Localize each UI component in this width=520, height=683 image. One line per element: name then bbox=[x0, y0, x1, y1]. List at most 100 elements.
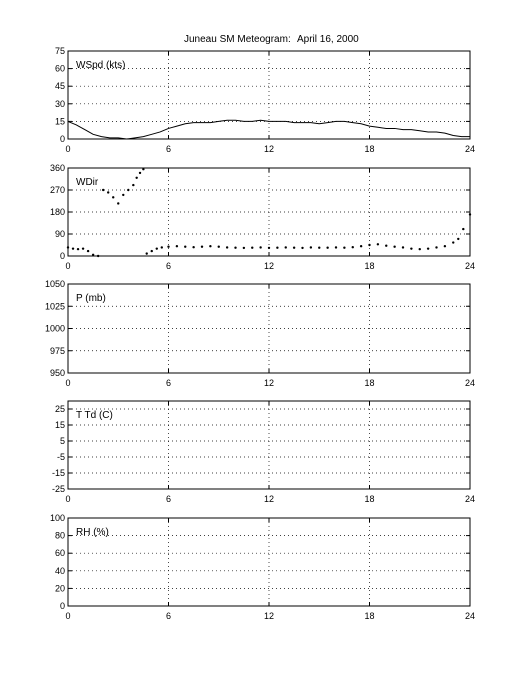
data-point bbox=[393, 245, 396, 248]
x-tick-label: 24 bbox=[465, 378, 475, 388]
data-point bbox=[160, 246, 163, 249]
y-tick-label: -25 bbox=[52, 484, 65, 494]
data-point bbox=[426, 247, 430, 250]
chart-panel-1: 0 6 12 18 24 0 90 180 270 360 WDir bbox=[50, 163, 475, 271]
x-tick-label: 6 bbox=[166, 261, 171, 271]
x-tick-label: 6 bbox=[166, 378, 171, 388]
figure-title: Juneau SM Meteogram: bbox=[184, 34, 291, 45]
data-point bbox=[418, 247, 421, 251]
x-tick-label: 18 bbox=[364, 378, 374, 388]
data-point bbox=[351, 246, 354, 249]
data-point bbox=[462, 227, 465, 231]
data-point bbox=[145, 252, 148, 255]
y-tick-label: 0 bbox=[60, 251, 65, 261]
data-point bbox=[301, 246, 304, 250]
data-point bbox=[410, 247, 413, 250]
y-tick-label: 950 bbox=[50, 368, 65, 378]
data-point bbox=[334, 246, 338, 249]
x-tick-label: 0 bbox=[65, 378, 70, 388]
data-point bbox=[122, 193, 125, 197]
y-tick-label: 60 bbox=[55, 548, 65, 558]
y-tick-label: 0 bbox=[60, 601, 65, 611]
data-point bbox=[401, 246, 405, 249]
data-point bbox=[292, 246, 296, 249]
y-tick-label: 1025 bbox=[45, 301, 65, 311]
data-point bbox=[443, 245, 447, 248]
data-point bbox=[91, 253, 95, 256]
y-tick-label: 40 bbox=[55, 566, 65, 576]
data-point bbox=[86, 249, 90, 253]
x-tick-label: 12 bbox=[264, 494, 274, 504]
y-tick-label: 60 bbox=[55, 64, 65, 74]
data-point bbox=[167, 245, 170, 248]
data-point bbox=[435, 246, 438, 249]
x-tick-label: 24 bbox=[465, 144, 475, 154]
data-point bbox=[142, 168, 145, 171]
y-tick-label: 45 bbox=[55, 81, 65, 91]
data-point bbox=[200, 245, 204, 248]
data-point bbox=[209, 245, 212, 248]
x-tick-label: 0 bbox=[65, 144, 70, 154]
data-point bbox=[376, 243, 380, 246]
x-tick-label: 12 bbox=[264, 378, 274, 388]
data-point bbox=[452, 241, 455, 244]
data-point bbox=[217, 245, 220, 248]
x-tick-label: 18 bbox=[364, 261, 374, 271]
data-point bbox=[175, 245, 179, 248]
figure-date: April 16, 2000 bbox=[297, 34, 359, 45]
y-tick-label: 270 bbox=[50, 185, 65, 195]
data-point bbox=[138, 171, 142, 175]
y-tick-label: -5 bbox=[57, 452, 65, 462]
chart-panel-0: 0 6 12 18 24 0 15 30 45 60 75 WSpd (kts) bbox=[55, 46, 475, 154]
y-tick-label: 5 bbox=[60, 436, 65, 446]
panel-label: WSpd (kts) bbox=[76, 60, 125, 71]
y-tick-label: 360 bbox=[50, 163, 65, 173]
data-point bbox=[135, 176, 138, 179]
panel-label: RH (%) bbox=[76, 527, 109, 538]
data-point bbox=[326, 246, 329, 249]
data-point bbox=[234, 246, 237, 249]
y-tick-label: 20 bbox=[55, 583, 65, 593]
data-point bbox=[251, 246, 254, 249]
x-tick-label: 24 bbox=[465, 494, 475, 504]
x-tick-label: 0 bbox=[65, 494, 70, 504]
y-tick-label: 15 bbox=[55, 116, 65, 126]
data-point bbox=[359, 245, 363, 248]
y-tick-label: 1000 bbox=[45, 324, 65, 334]
data-point bbox=[368, 243, 371, 247]
data-point bbox=[192, 246, 195, 249]
data-point bbox=[150, 249, 153, 253]
x-tick-label: 24 bbox=[465, 261, 475, 271]
data-point bbox=[155, 247, 158, 250]
data-point bbox=[132, 183, 135, 187]
data-point bbox=[76, 247, 80, 251]
x-tick-label: 12 bbox=[264, 261, 274, 271]
data-point bbox=[107, 191, 110, 194]
data-point bbox=[343, 246, 346, 249]
y-tick-label: 180 bbox=[50, 207, 65, 217]
data-point bbox=[309, 246, 313, 249]
y-tick-label: 100 bbox=[50, 513, 65, 523]
panel-label: T Td (C) bbox=[76, 410, 113, 421]
data-point bbox=[71, 247, 75, 250]
data-point bbox=[276, 246, 279, 249]
x-tick-label: 6 bbox=[166, 144, 171, 154]
x-tick-label: 18 bbox=[364, 144, 374, 154]
y-tick-label: 80 bbox=[55, 531, 65, 541]
panel-label: WDir bbox=[76, 177, 99, 188]
x-tick-label: 18 bbox=[364, 611, 374, 621]
x-tick-label: 18 bbox=[364, 494, 374, 504]
y-tick-label: 30 bbox=[55, 99, 65, 109]
y-tick-label: -15 bbox=[52, 468, 65, 478]
data-point bbox=[318, 246, 321, 249]
data-point bbox=[96, 254, 100, 258]
data-point bbox=[127, 188, 130, 192]
chart-panel-4: 0 6 12 18 24 0 20 40 60 80 100 RH (%) bbox=[50, 513, 475, 621]
data-point bbox=[267, 246, 271, 250]
data-point bbox=[81, 247, 85, 250]
data-point bbox=[242, 246, 246, 250]
x-tick-label: 6 bbox=[166, 494, 171, 504]
y-tick-label: 90 bbox=[55, 229, 65, 239]
x-tick-label: 12 bbox=[264, 611, 274, 621]
